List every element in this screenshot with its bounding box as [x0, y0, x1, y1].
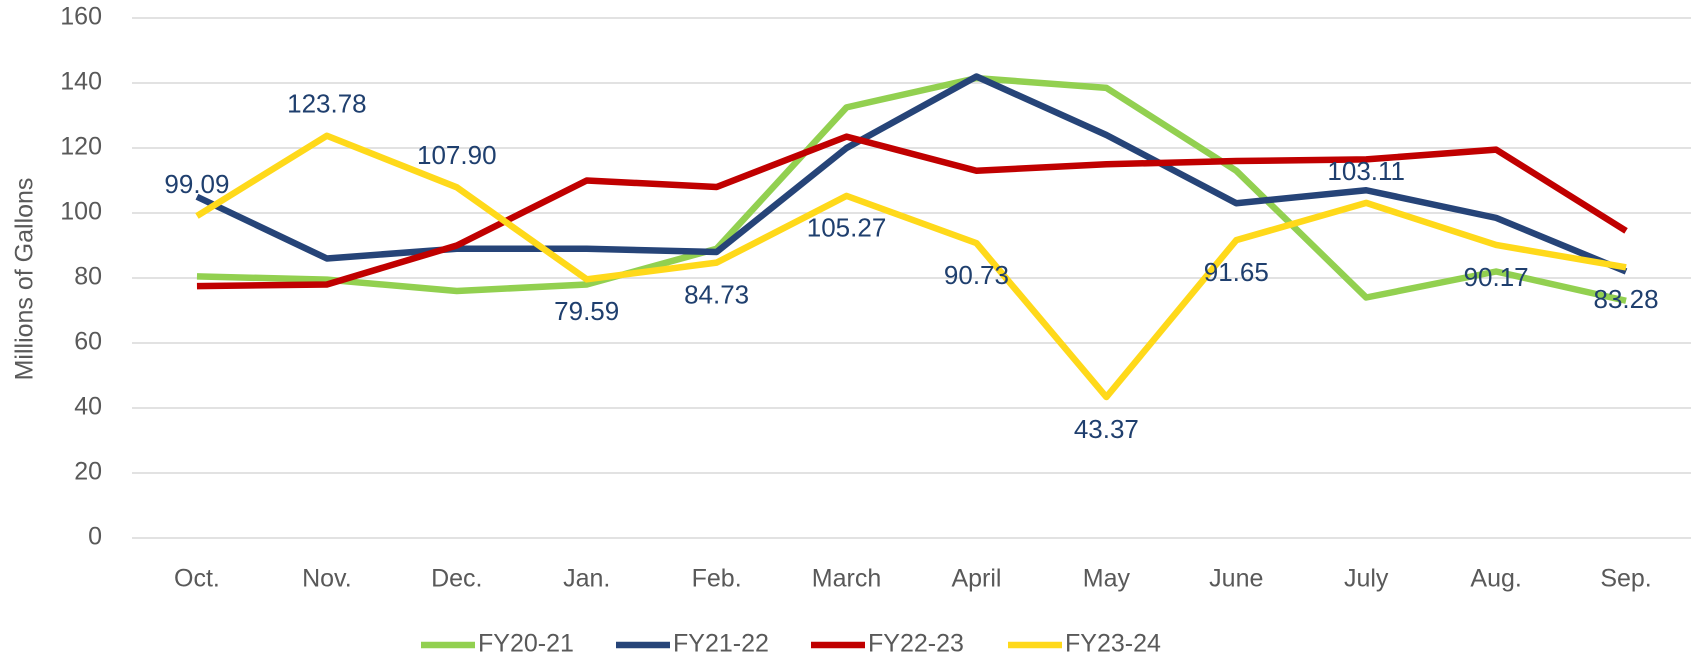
series-line — [196, 133, 1628, 290]
legend-label: FY21-22 — [673, 630, 769, 658]
x-tick-label: March — [812, 565, 881, 593]
value-label: 123.78 — [287, 89, 367, 119]
value-label: 90.73 — [944, 260, 1009, 290]
y-tick-label: 20 — [74, 458, 102, 486]
series-line — [195, 73, 1628, 275]
x-tick-label: July — [1344, 565, 1389, 593]
x-tick-label: Nov. — [302, 565, 352, 593]
x-tick-label: Aug. — [1470, 565, 1521, 593]
x-tick-label: April — [951, 565, 1001, 593]
y-tick-label: 100 — [60, 198, 102, 226]
value-label: 83.28 — [1594, 284, 1659, 314]
value-label: 43.37 — [1074, 414, 1139, 444]
legend-label: FY20-21 — [478, 630, 574, 658]
x-tick-label: Oct. — [174, 565, 220, 593]
x-tick-label: Jan. — [563, 565, 610, 593]
x-tick-label: May — [1083, 565, 1131, 593]
x-tick-label: Feb. — [692, 565, 742, 593]
x-tick-label: Sep. — [1600, 565, 1651, 593]
value-label: 84.73 — [684, 280, 749, 310]
value-label: 103.11 — [1327, 156, 1405, 186]
value-label: 105.27 — [807, 213, 887, 243]
y-axis-title: Millions of Gallons — [11, 178, 39, 381]
legend-label: FY23-24 — [1065, 630, 1161, 658]
y-tick-label: 0 — [88, 523, 102, 551]
x-tick-label: June — [1209, 565, 1263, 593]
y-tick-label: 140 — [60, 68, 102, 96]
value-label: 91.65 — [1204, 257, 1269, 287]
y-tick-label: 80 — [74, 263, 102, 291]
y-tick-label: 60 — [74, 328, 102, 356]
y-tick-label: 160 — [60, 3, 102, 31]
legend-label: FY22-23 — [868, 630, 964, 658]
value-label: 107.90 — [417, 140, 497, 170]
x-tick-label: Dec. — [431, 565, 482, 593]
y-tick-label: 120 — [60, 133, 102, 161]
value-label: 79.59 — [554, 296, 619, 326]
value-label: 99.09 — [164, 169, 229, 199]
value-label: 90.17 — [1464, 262, 1529, 292]
series-line — [195, 132, 1627, 401]
y-tick-label: 40 — [74, 393, 102, 421]
series-line — [196, 74, 1627, 304]
